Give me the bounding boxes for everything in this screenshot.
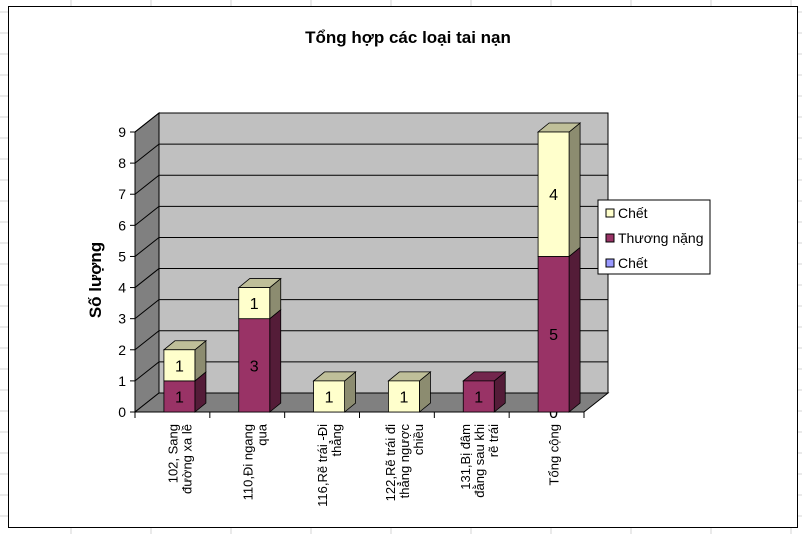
bar-data-label: 1 (175, 389, 184, 406)
chart-area[interactable]: 0 1 2 3 4 5 6 7 8 9 1 1 3 1 1 1 1 0 5 4 102, Sangđường xa lề… (8, 6, 798, 528)
gridline (134, 299, 608, 320)
x-category-label: 116,Rẽ trái -Đithẳng (315, 424, 344, 507)
x-category-line: đằng sau khi (472, 424, 487, 498)
bar-front-face (388, 380, 420, 413)
gridline (134, 112, 608, 133)
bar-segment-thuong-nang[interactable] (163, 371, 207, 413)
x-category-line: 102, Sang (165, 424, 180, 483)
x-category-line: 116,Rẽ trái -Đi (315, 424, 330, 507)
legend-entry-label: Chết (618, 255, 648, 271)
bar-segment-thuong-nang[interactable] (537, 246, 581, 413)
y-tick-label: 9 (118, 124, 126, 140)
y-axis-title: Số lượng (86, 242, 105, 318)
bar-data-label: 1 (325, 389, 334, 406)
bar-data-label: 0 (549, 405, 558, 422)
bar-side-face (568, 122, 581, 258)
gridline (134, 330, 608, 351)
bar-front-face (537, 131, 570, 257)
x-category-line: 122,Rẽ trái đi (383, 424, 398, 501)
x-category-label: 131,Bị đâmđằng sau khirẽ trái (458, 424, 501, 498)
y-tick-label: 4 (118, 280, 126, 296)
y-tick-label: 1 (118, 373, 126, 389)
bar-segment-chet[interactable] (387, 371, 432, 413)
gridline (134, 174, 608, 195)
chart-title: Tổng hợp các loại tai nạn (305, 28, 511, 47)
x-category-line: đường xa lề (179, 424, 194, 494)
gridline (134, 205, 608, 226)
bar-segment-chet[interactable] (237, 277, 282, 320)
bar-segment-chet[interactable] (312, 371, 357, 413)
x-category-line: chiều (411, 424, 426, 455)
legend-swatch (605, 233, 615, 243)
legend-box (597, 199, 711, 275)
chart-side-wall (134, 111, 160, 414)
bar-data-label: 1 (175, 358, 184, 375)
legend-swatch (605, 208, 615, 218)
x-category-line: thẳng (329, 424, 344, 457)
x-category-line: 110,Đi ngang (240, 424, 255, 500)
bar-front-face (163, 380, 196, 413)
bar-front-face (537, 256, 570, 413)
bar-segment-thuong-nang[interactable] (238, 308, 282, 413)
y-tick-label: 8 (118, 155, 126, 171)
x-category-label: 102, Sangđường xa lề (165, 424, 194, 494)
bar-data-label: 1 (474, 389, 483, 406)
y-tick-label: 2 (118, 342, 126, 358)
x-category-line: rẽ trái (486, 424, 501, 457)
x-category-line: Tổng cộng (547, 424, 562, 485)
bar-front-face (163, 349, 196, 382)
chart-plot: 0 1 2 3 4 5 6 7 8 9 1 1 3 1 1 1 1 0 5 4 102, Sangđường xa lề… (86, 28, 711, 507)
gridline (134, 143, 608, 164)
x-category-label: Tổng cộng (547, 424, 562, 485)
bar-segment-chet[interactable] (162, 339, 208, 382)
bar-segment-chet[interactable] (536, 122, 582, 258)
bar-front-face (462, 380, 495, 413)
y-tick-label: 6 (118, 217, 126, 233)
gridline (134, 236, 608, 257)
gridline (134, 361, 608, 382)
y-tick-label: 7 (118, 186, 126, 202)
bar-data-label: 5 (549, 327, 558, 344)
x-category-label: 110,Đi ngangqua (240, 423, 269, 500)
x-category-line: thẳng ngược (397, 424, 412, 499)
bar-segment-thuong-nang[interactable] (462, 371, 507, 413)
y-tick-label: 3 (118, 311, 126, 327)
y-tick-label: 0 (118, 404, 126, 420)
legend-entry-label: Thương nặng (618, 230, 704, 246)
bar-data-label: 1 (250, 296, 259, 313)
bar-side-face (269, 308, 282, 413)
bar-front-face (313, 380, 345, 413)
x-category-line: qua (254, 423, 269, 445)
bar-data-label: 1 (399, 389, 408, 406)
bar-front-face (238, 318, 271, 413)
bar-side-face (568, 246, 581, 413)
y-tick-label: 5 (118, 248, 126, 264)
legend-entry-label: Chết (618, 205, 648, 221)
bar-data-label: 4 (549, 187, 558, 204)
legend[interactable]: Chết Thương nặng Chết (597, 199, 711, 275)
gridline (134, 268, 608, 288)
x-category-label: 122,Rẽ trái đithẳng ngượcchiều (383, 424, 426, 502)
legend-swatch (605, 258, 615, 268)
bar-front-face (238, 287, 271, 320)
x-category-line: 131,Bị đâm (458, 424, 473, 490)
bar-data-label: 3 (250, 358, 259, 375)
